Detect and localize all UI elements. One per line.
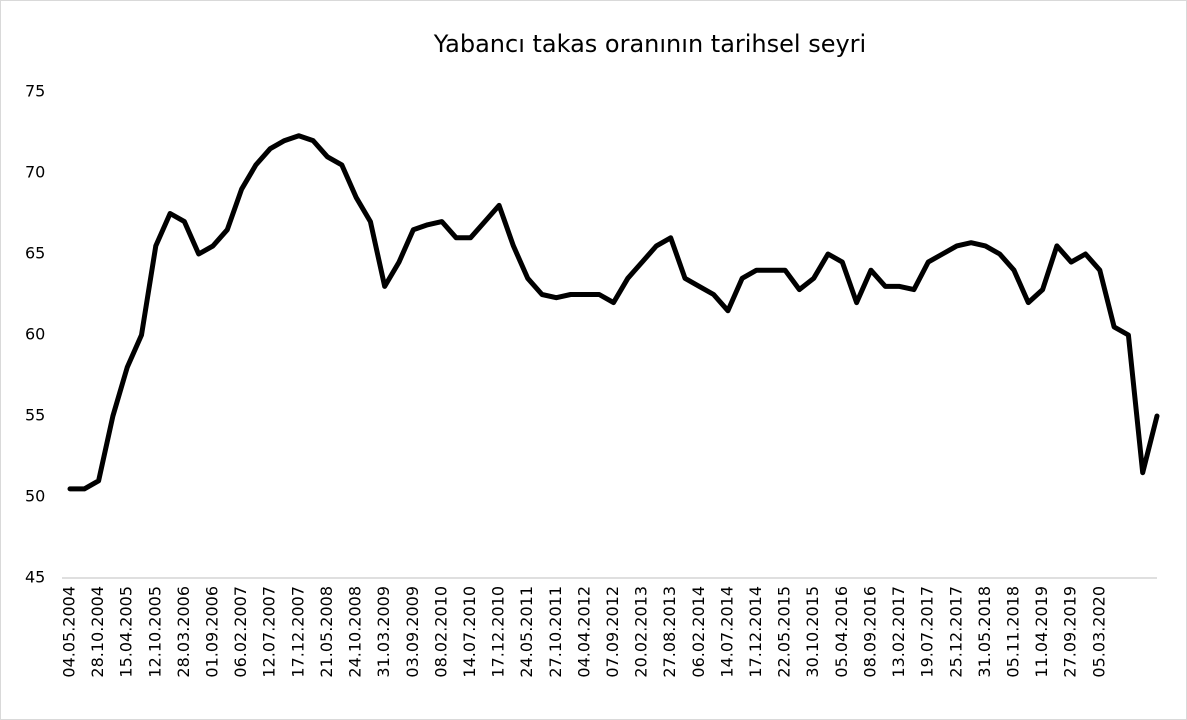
x-tick-label: 06.02.2007	[231, 586, 250, 678]
x-tick-label: 17.12.2010	[489, 586, 508, 678]
x-tick-label: 20.02.2013	[632, 586, 651, 678]
x-tick-label: 22.05.2015	[775, 586, 794, 678]
x-tick-label: 13.02.2017	[889, 586, 908, 678]
x-tick-label: 27.08.2013	[660, 586, 679, 678]
x-tick-label: 27.09.2019	[1061, 586, 1080, 678]
x-tick-label: 11.04.2019	[1032, 586, 1051, 678]
y-tick-label: 70	[25, 163, 45, 182]
x-tick-label: 01.09.2006	[203, 586, 222, 678]
x-tick-label: 04.05.2004	[60, 586, 79, 678]
x-tick-label: 21.05.2008	[317, 586, 336, 678]
x-tick-label: 07.09.2012	[603, 586, 622, 678]
x-tick-label: 05.11.2018	[1003, 586, 1022, 678]
x-tick-label: 05.04.2016	[832, 586, 851, 678]
x-tick-label: 05.03.2020	[1089, 586, 1108, 678]
x-tick-label: 28.10.2004	[88, 586, 107, 678]
x-tick-label: 31.03.2009	[374, 586, 393, 678]
y-tick-label: 50	[25, 487, 45, 506]
x-tick-label: 08.02.2010	[431, 586, 450, 678]
chart-title: Yabancı takas oranının tarihsel seyri	[433, 30, 866, 58]
x-tick-label: 25.12.2017	[946, 586, 965, 678]
x-tick-label: 03.09.2009	[403, 586, 422, 678]
x-tick-label: 28.03.2006	[174, 586, 193, 678]
x-tick-label: 31.05.2018	[975, 586, 994, 678]
y-tick-label: 55	[25, 406, 45, 425]
x-tick-label: 27.10.2011	[546, 586, 565, 678]
x-tick-label: 08.09.2016	[860, 586, 879, 678]
y-tick-label: 75	[25, 82, 45, 101]
x-tick-label: 19.07.2017	[918, 586, 937, 678]
x-tick-label: 12.07.2007	[260, 586, 279, 678]
y-tick-label: 65	[25, 244, 45, 263]
y-tick-label: 45	[25, 568, 45, 587]
x-tick-label: 04.04.2012	[574, 586, 593, 678]
x-tick-label: 17.12.2014	[746, 586, 765, 678]
x-tick-label: 14.07.2010	[460, 586, 479, 678]
data-line	[67, 133, 1160, 492]
y-tick-label: 60	[25, 325, 45, 344]
x-tick-label: 24.10.2008	[346, 586, 365, 678]
x-tick-label: 30.10.2015	[803, 586, 822, 678]
x-tick-label: 06.02.2014	[689, 586, 708, 678]
x-tick-label: 15.04.2005	[117, 586, 136, 678]
x-tick-label: 17.12.2007	[288, 586, 307, 678]
x-tick-label: 12.10.2005	[145, 586, 164, 678]
x-tick-label: 24.05.2011	[517, 586, 536, 678]
x-tick-label: 14.07.2014	[717, 586, 736, 678]
